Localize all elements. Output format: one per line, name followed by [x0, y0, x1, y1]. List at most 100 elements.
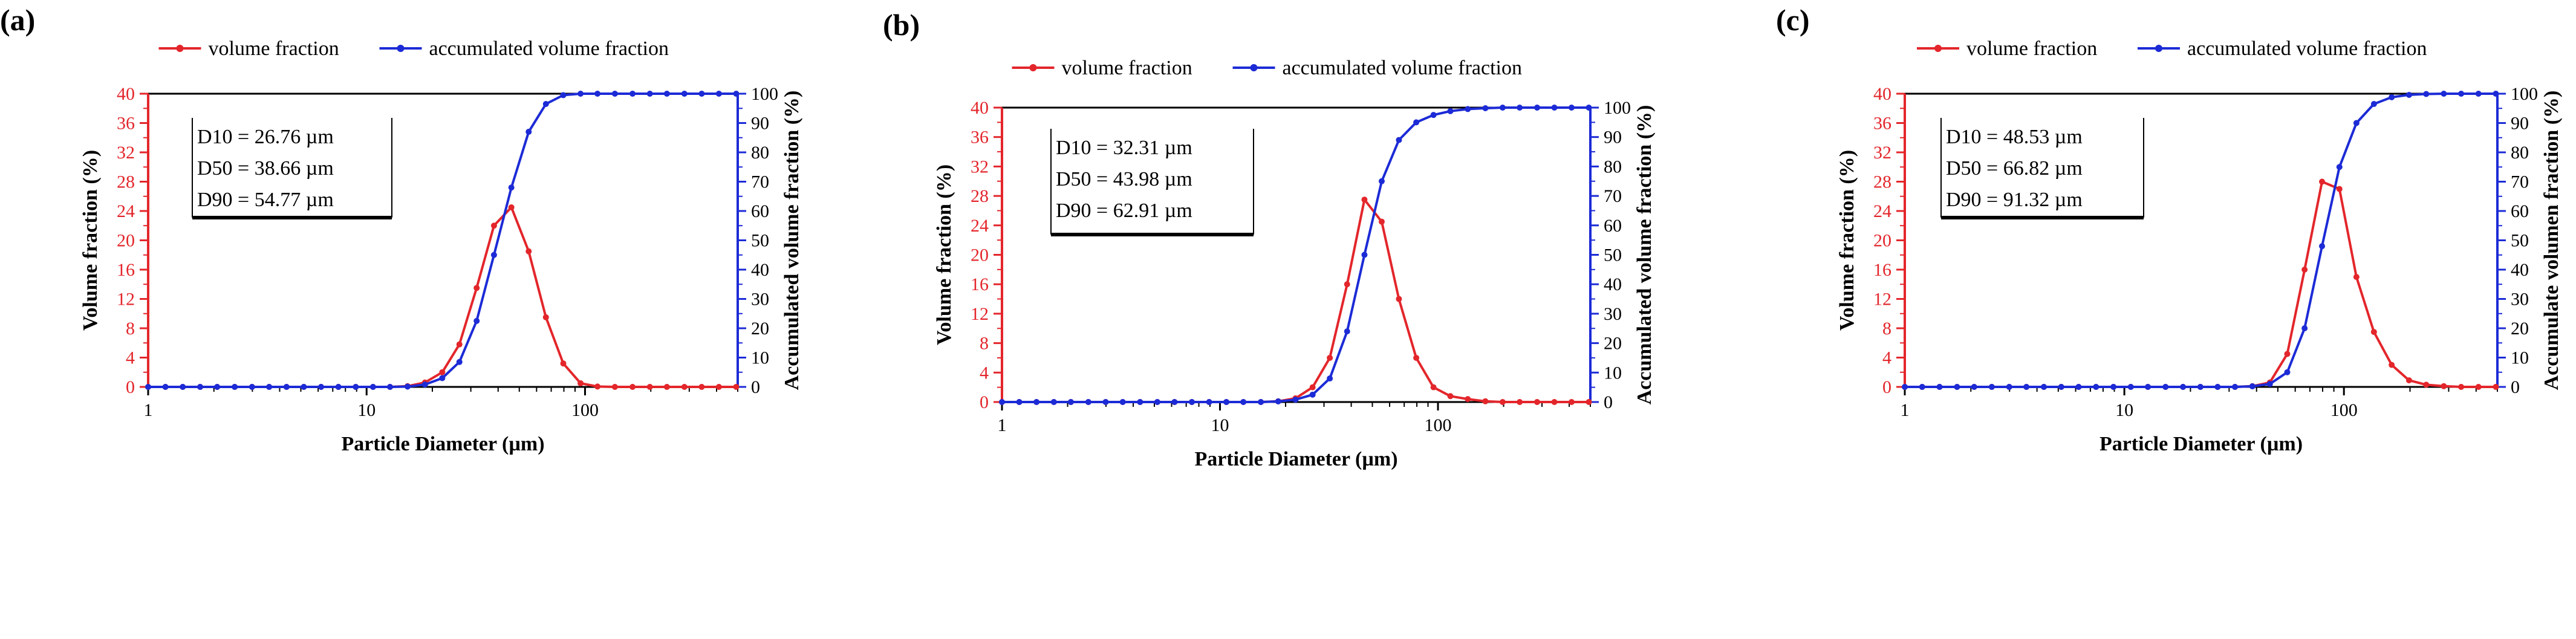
accumulated-point: [301, 384, 307, 390]
accumulated-point: [1206, 399, 1212, 405]
x-tick-label: 10: [357, 400, 376, 420]
y-tick-label: 20: [117, 231, 135, 251]
accumulated-point: [473, 317, 480, 324]
y-tick-label: 32: [117, 143, 135, 163]
accumulated-point: [1085, 399, 1091, 405]
accumulated-point: [733, 91, 740, 97]
volume-fraction-point: [2493, 384, 2499, 390]
volume-fraction-point: [490, 222, 497, 229]
accumulated-point: [369, 384, 376, 390]
accumulated-point: [1971, 384, 1977, 390]
accumulated-point: [1988, 384, 1995, 390]
y-tick-label: 8: [1882, 319, 1891, 339]
accumulated-point: [2319, 243, 2326, 250]
accumulated-point: [1292, 397, 1299, 403]
accumulated-point: [162, 384, 169, 390]
accumulated-point: [1033, 399, 1040, 405]
y2-tick-label: 40: [751, 260, 769, 280]
accumulated-point: [2405, 91, 2412, 98]
y-tick-label: 20: [971, 245, 989, 265]
accumulated-point: [2041, 384, 2047, 390]
accumulated-point: [197, 384, 203, 390]
y2-tick-label: 80: [751, 143, 769, 163]
legend-marker-accumulated: [2155, 45, 2162, 52]
accumulated-point: [594, 91, 601, 97]
legend-label-volume: volume fraction: [1062, 57, 1192, 79]
volume-fraction-point: [1413, 354, 1420, 361]
y-tick-label: 28: [1873, 172, 1891, 192]
accumulated-point: [1430, 112, 1437, 118]
accumulated-point: [317, 384, 324, 390]
legend-label-accumulated: accumulated volume fraction: [429, 37, 669, 60]
accumulated-point: [681, 91, 688, 97]
y2-tick-label: 90: [2511, 114, 2529, 134]
accumulated-point: [1275, 398, 1281, 405]
volume-fraction-point: [733, 384, 740, 390]
chart-panel-3: (c) 1 10 100 0 4 8 12 16 20 24 28 32 36 40 0 10 20 30 40 50 6…: [1776, 3, 2563, 455]
volume-fraction-point: [594, 383, 601, 390]
accumulated-point: [2370, 100, 2377, 107]
y2-tick-label: 40: [2511, 260, 2529, 280]
y2-tick-label: 70: [1604, 186, 1622, 206]
accumulated-point: [2075, 384, 2082, 390]
volume-fraction-point: [2284, 351, 2291, 357]
y-tick-label: 20: [1873, 231, 1891, 251]
volume-fraction-point: [1447, 393, 1454, 400]
accumulated-point: [1223, 399, 1230, 405]
chart-panel-1: (a) 1 10 100 0 4 8 12 16 20 24 28 32 36 40 0 10 20 30 40 50 6…: [0, 3, 803, 455]
volume-fraction-point: [2389, 362, 2395, 368]
y-tick-label: 24: [1873, 201, 1891, 221]
accumulated-point: [2093, 384, 2100, 390]
accumulated-point: [1586, 105, 1592, 111]
volume-fraction-point: [1482, 398, 1489, 404]
y-tick-label: 4: [126, 348, 135, 368]
accumulated-point: [2023, 384, 2030, 390]
volume-fraction-point: [1327, 354, 1333, 361]
volume-fraction-point: [629, 384, 636, 390]
y2-tick-label: 100: [751, 84, 778, 104]
y-tick-label: 24: [971, 216, 989, 236]
y2-tick-label: 90: [1604, 128, 1622, 148]
volume-fraction-point: [715, 384, 722, 390]
accumulated-point: [1499, 105, 1506, 111]
accumulated-point: [439, 375, 446, 381]
y2-tick-label: 100: [1604, 98, 1631, 118]
legend-marker-accumulated: [397, 45, 405, 52]
accumulated-point: [1344, 328, 1350, 335]
x-tick-label: 10: [1211, 415, 1229, 435]
volume-fraction-point: [681, 384, 688, 390]
y2-tick-label: 50: [1604, 245, 1622, 265]
y-tick-label: 28: [971, 186, 989, 206]
panel-label: (a): [0, 3, 35, 37]
accumulated-point: [1119, 399, 1126, 405]
volume-fraction-point: [577, 380, 584, 386]
y-tick-label: 36: [117, 114, 135, 134]
accumulated-point: [249, 384, 255, 390]
y2-tick-label: 0: [1604, 392, 1613, 412]
accumulated-point: [1188, 399, 1195, 405]
legend-marker-volume: [176, 45, 184, 52]
stat-line: D90 = 54.77 µm: [197, 189, 334, 211]
volume-fraction-point: [2336, 186, 2343, 192]
accumulated-point: [2266, 381, 2273, 388]
accumulated-point: [577, 91, 584, 97]
y-axis-title: Volume fraction (%): [933, 164, 955, 345]
accumulated-point: [1919, 384, 1925, 390]
accumulated-point: [335, 384, 342, 390]
x-tick-label: 1: [998, 415, 1007, 435]
y-tick-label: 4: [980, 363, 989, 383]
volume-fraction-point: [1586, 399, 1592, 405]
volume-fraction-point: [646, 384, 653, 390]
volume-fraction-point: [1551, 399, 1558, 405]
x-tick-label: 100: [1425, 415, 1452, 435]
x-axis-title: Particle Diameter (µm): [1194, 448, 1397, 470]
volume-fraction-point: [542, 314, 549, 320]
accumulated-point: [2353, 120, 2360, 126]
accumulated-point: [715, 91, 722, 97]
accumulated-point: [2232, 384, 2239, 390]
y-tick-label: 0: [980, 392, 989, 412]
y2-tick-label: 50: [2511, 231, 2529, 251]
accumulated-point: [2197, 384, 2204, 390]
stat-line: D50 = 38.66 µm: [197, 157, 334, 180]
